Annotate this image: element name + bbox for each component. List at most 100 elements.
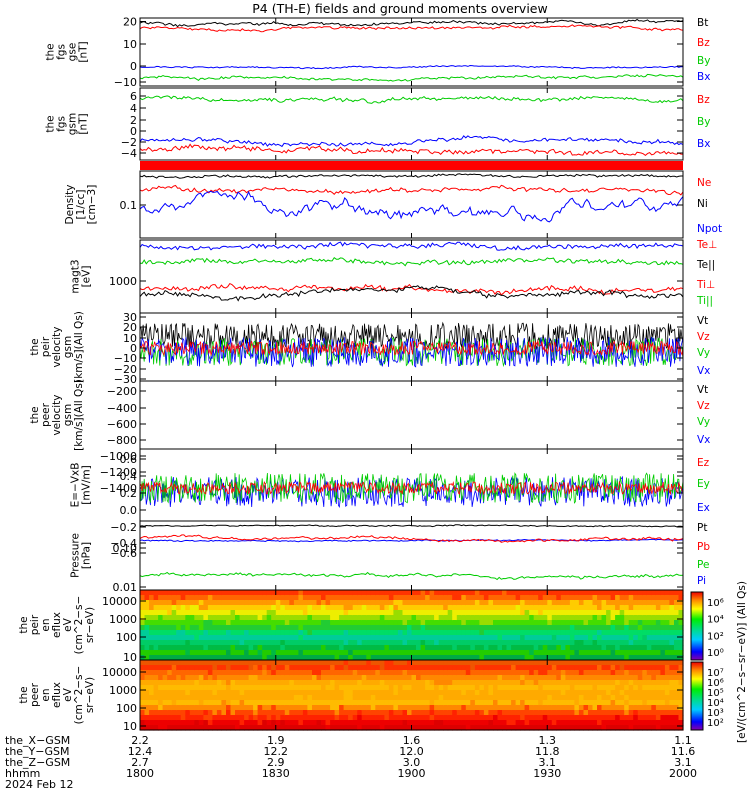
spectrogram-cell <box>569 690 575 696</box>
spectrogram-cell <box>198 600 204 606</box>
spectrogram-cell <box>470 595 476 601</box>
spectrogram-cell <box>574 650 580 656</box>
legend-fgs-gse-Bx: Bx <box>697 71 710 83</box>
spectrogram-cell <box>357 645 363 651</box>
spectrogram-cell <box>425 725 431 731</box>
spectrogram-cell <box>592 695 598 701</box>
spectrogram-cell <box>660 600 666 606</box>
ylabel-line: the <box>45 115 57 132</box>
spectrogram-cell <box>271 655 277 661</box>
spectrogram-cell <box>289 680 295 686</box>
spectrogram-cell <box>325 645 331 651</box>
spectrogram-cell <box>321 675 327 681</box>
spectrogram-cell <box>271 650 277 656</box>
spectrogram-cell <box>149 655 155 661</box>
spectrogram-cell <box>375 620 381 626</box>
spectrogram-cell <box>226 720 232 726</box>
spectrogram-cell <box>592 635 598 641</box>
spectrogram-cell <box>628 640 634 646</box>
spectrogram-cell <box>316 630 322 636</box>
spectrogram-cell <box>524 680 530 686</box>
spectrogram-cell <box>606 725 612 731</box>
ytick-label: 0 <box>130 342 137 355</box>
spectrogram-cell <box>610 645 616 651</box>
spectrogram-cell <box>402 615 408 621</box>
spectrogram-cell <box>664 715 670 721</box>
spectrogram-cell <box>660 710 666 716</box>
spectrogram-cell <box>171 700 177 706</box>
spectrogram-cell <box>420 610 426 616</box>
spectrogram-cell <box>212 700 218 706</box>
spectrogram-cell <box>628 625 634 631</box>
spectrogram-cell <box>302 615 308 621</box>
spectrogram-cell <box>470 645 476 651</box>
spectrogram-cell <box>533 590 539 596</box>
spectrogram-cell <box>646 665 652 671</box>
spectrogram-cell <box>474 705 480 711</box>
spectrogram-cell <box>244 690 250 696</box>
spectrogram-cell <box>606 665 612 671</box>
spectrogram-cell <box>176 590 182 596</box>
spectrogram-cell <box>280 620 286 626</box>
spectrogram-cell <box>361 705 367 711</box>
spectrogram-cell <box>420 670 426 676</box>
spectrogram-cell <box>628 600 634 606</box>
spectrogram-cell <box>302 710 308 716</box>
spectrogram-cell <box>456 655 462 661</box>
spectrogram-cell <box>551 635 557 641</box>
spectrogram-cell <box>302 705 308 711</box>
spectrogram-cell <box>420 710 426 716</box>
spectrogram-cell <box>651 630 657 636</box>
spectrogram-cell <box>470 635 476 641</box>
spectrogram-cell <box>597 625 603 631</box>
spectrogram-cell <box>583 655 589 661</box>
spectrogram-cell <box>502 640 508 646</box>
spectrogram-cell <box>524 645 530 651</box>
spectrogram-cell <box>366 660 372 666</box>
spectrogram-cell <box>244 715 250 721</box>
spectrogram-cell <box>515 705 521 711</box>
spectrogram-cell <box>330 625 336 631</box>
spectrogram-cell <box>678 690 684 696</box>
spectrogram-cell <box>651 680 657 686</box>
spectrogram-cell <box>569 610 575 616</box>
spectrogram-cell <box>488 715 494 721</box>
spectrogram-cell <box>416 695 422 701</box>
spectrogram-cell <box>538 705 544 711</box>
spectrogram-cell <box>397 660 403 666</box>
spectrogram-cell <box>551 690 557 696</box>
spectrogram-cell <box>425 630 431 636</box>
spectrogram-cell <box>384 680 390 686</box>
spectrogram-cell <box>678 650 684 656</box>
spectrogram-cell <box>189 690 195 696</box>
spectrogram-cell <box>307 590 313 596</box>
spectrogram-cell <box>483 695 489 701</box>
spectrogram-cell <box>235 605 241 611</box>
spectrogram-cell <box>483 700 489 706</box>
spectrogram-cell <box>483 605 489 611</box>
spectrogram-cell <box>167 700 173 706</box>
spectrogram-cell <box>565 725 571 731</box>
spectrogram-cell <box>452 665 458 671</box>
spectrogram-cell <box>565 710 571 716</box>
spectrogram-cell <box>239 600 245 606</box>
spectrogram-cell <box>624 705 630 711</box>
spectrogram-cell <box>271 700 277 706</box>
spectrogram-cell <box>366 610 372 616</box>
spectrogram-cell <box>511 680 517 686</box>
spectrogram-cell <box>334 720 340 726</box>
spectrogram-cell <box>646 655 652 661</box>
spectrogram-cell <box>456 625 462 631</box>
spectrogram-cell <box>212 715 218 721</box>
spectrogram-cell <box>352 655 358 661</box>
spectrogram-cell <box>321 640 327 646</box>
spectrogram-cell <box>194 700 200 706</box>
spectrogram-cell <box>461 610 467 616</box>
spectrogram-cell <box>248 675 254 681</box>
spectrogram-cell <box>664 670 670 676</box>
spectrogram-cell <box>488 590 494 596</box>
spectrogram-cell <box>506 655 512 661</box>
spectrogram-cell <box>497 710 503 716</box>
spectrogram-cell <box>379 700 385 706</box>
spectrogram-cell <box>280 700 286 706</box>
